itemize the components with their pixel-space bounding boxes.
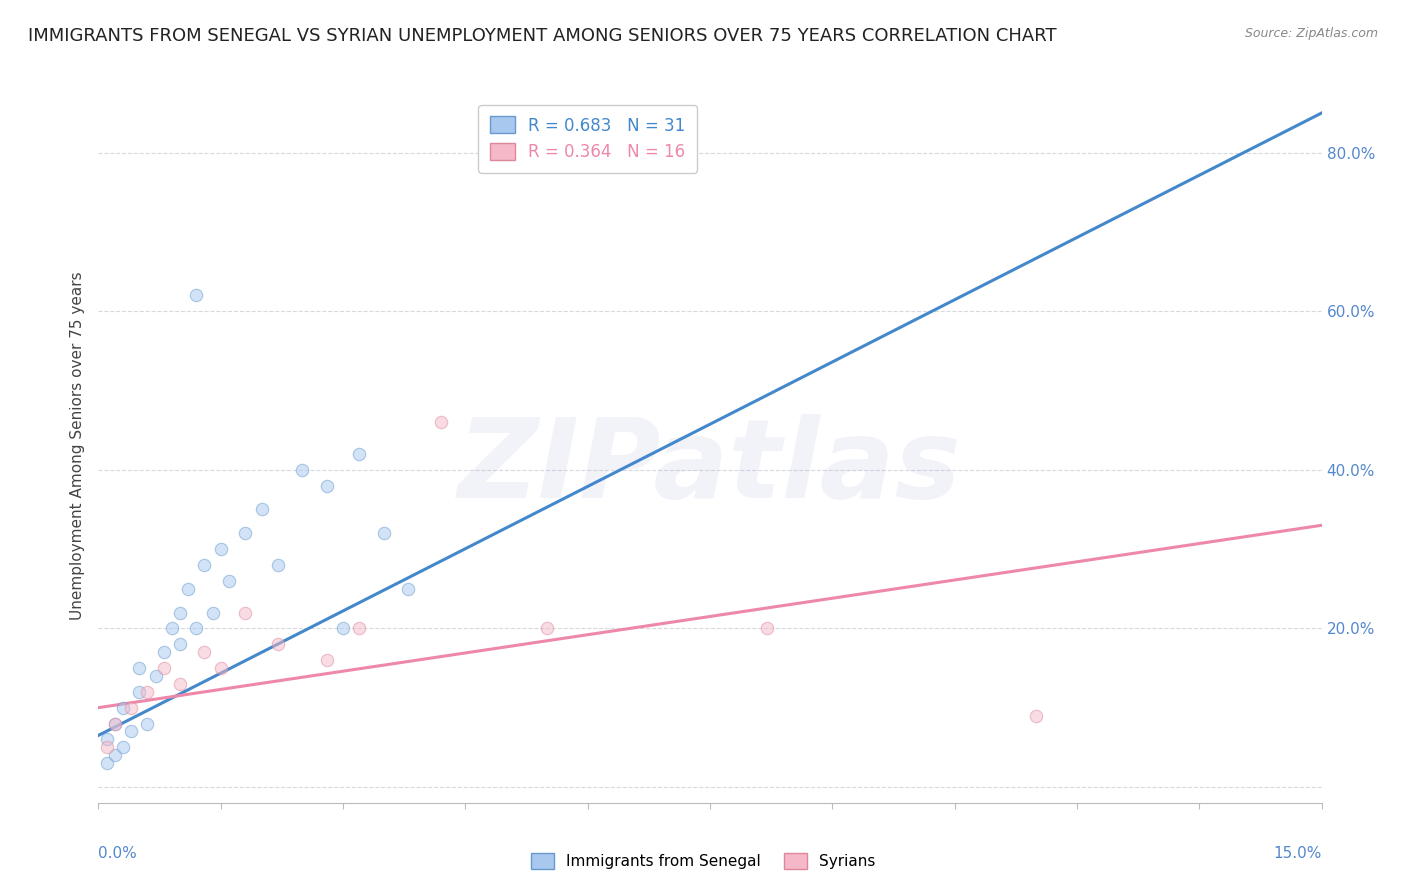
Point bbox=[177, 582, 200, 596]
Point bbox=[267, 637, 290, 651]
Point bbox=[267, 558, 290, 572]
Legend: Immigrants from Senegal, Syrians: Immigrants from Senegal, Syrians bbox=[524, 847, 882, 875]
Point bbox=[186, 288, 208, 302]
Point bbox=[111, 700, 134, 714]
Point bbox=[169, 677, 191, 691]
Point bbox=[209, 542, 232, 557]
Point bbox=[373, 526, 395, 541]
Point bbox=[536, 621, 558, 635]
Point bbox=[120, 700, 142, 714]
Point bbox=[315, 653, 337, 667]
Y-axis label: Unemployment Among Seniors over 75 years: Unemployment Among Seniors over 75 years bbox=[70, 272, 86, 620]
Point bbox=[104, 748, 127, 763]
Point bbox=[136, 716, 159, 731]
Point bbox=[169, 606, 191, 620]
Text: ZIPatlas: ZIPatlas bbox=[458, 414, 962, 521]
Point bbox=[291, 463, 314, 477]
Point bbox=[104, 716, 127, 731]
Point bbox=[128, 661, 150, 675]
Point bbox=[104, 716, 127, 731]
Point bbox=[128, 685, 150, 699]
Point bbox=[96, 756, 118, 771]
Point bbox=[201, 606, 224, 620]
Point bbox=[209, 661, 232, 675]
Point bbox=[349, 621, 371, 635]
Point bbox=[250, 502, 273, 516]
Point bbox=[396, 582, 419, 596]
Text: 0.0%: 0.0% bbox=[98, 846, 138, 861]
Point bbox=[152, 645, 174, 659]
Point bbox=[136, 685, 159, 699]
Point bbox=[1025, 708, 1047, 723]
Point bbox=[111, 740, 134, 755]
Point bbox=[193, 558, 215, 572]
Point bbox=[233, 606, 256, 620]
Point bbox=[315, 478, 337, 492]
Text: 15.0%: 15.0% bbox=[1274, 846, 1322, 861]
Text: Source: ZipAtlas.com: Source: ZipAtlas.com bbox=[1244, 27, 1378, 40]
Point bbox=[96, 732, 118, 747]
Point bbox=[169, 637, 191, 651]
Text: IMMIGRANTS FROM SENEGAL VS SYRIAN UNEMPLOYMENT AMONG SENIORS OVER 75 YEARS CORRE: IMMIGRANTS FROM SENEGAL VS SYRIAN UNEMPL… bbox=[28, 27, 1057, 45]
Point bbox=[145, 669, 167, 683]
Point bbox=[756, 621, 779, 635]
Point bbox=[332, 621, 354, 635]
Point bbox=[349, 447, 371, 461]
Legend: R = 0.683   N = 31, R = 0.364   N = 16: R = 0.683 N = 31, R = 0.364 N = 16 bbox=[478, 104, 697, 173]
Point bbox=[186, 621, 208, 635]
Point bbox=[152, 661, 174, 675]
Point bbox=[193, 645, 215, 659]
Point bbox=[218, 574, 240, 588]
Point bbox=[120, 724, 142, 739]
Point bbox=[233, 526, 256, 541]
Point bbox=[430, 415, 453, 429]
Point bbox=[96, 740, 118, 755]
Point bbox=[160, 621, 183, 635]
